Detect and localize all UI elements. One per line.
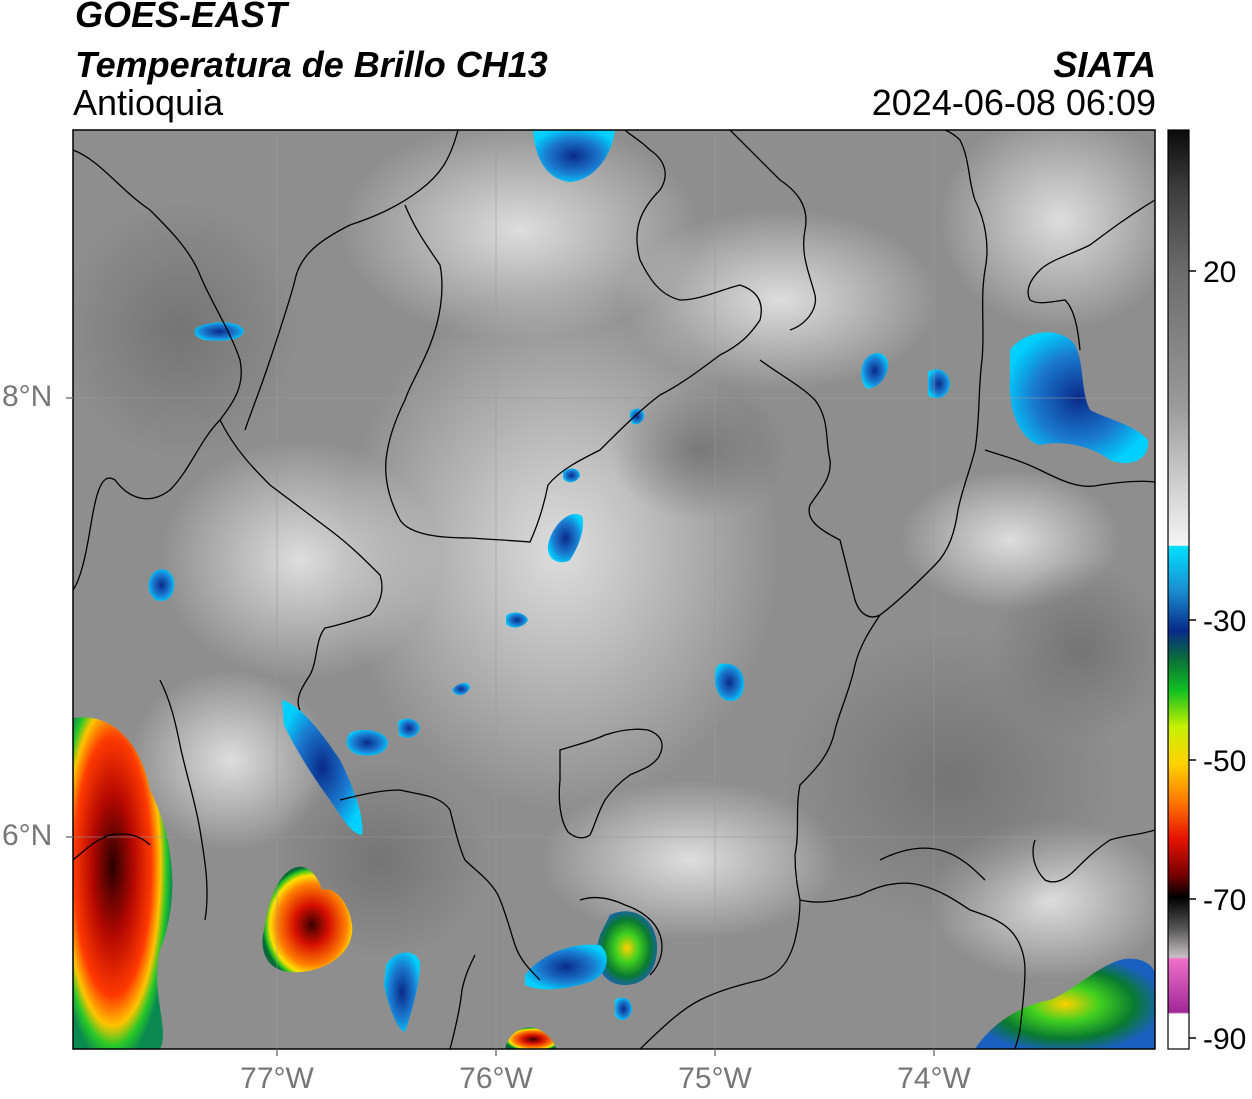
colorbar-ticks	[1189, 270, 1196, 1039]
brightness-temperature-field	[73, 130, 1155, 1049]
lat-label-6n: 6°N	[2, 819, 53, 852]
title-region: Antioquia	[73, 82, 224, 123]
colorbar-label-minus30: -30	[1203, 605, 1247, 638]
map-frame	[72, 129, 1156, 1050]
title-product: Temperatura de Brillo CH13	[75, 44, 548, 85]
colorbar-label-minus50: -50	[1203, 745, 1247, 778]
graticule	[73, 130, 1155, 1049]
lon-label-76w: 76°W	[459, 1062, 533, 1095]
lat-label-8n: 8°N	[2, 380, 53, 413]
colorbar	[1167, 129, 1190, 1050]
lon-label-77w: 77°W	[240, 1062, 314, 1095]
title-satellite: GOES-EAST	[75, 0, 288, 35]
colorbar-label-minus90: -90	[1203, 1023, 1247, 1056]
source-label: SIATA	[1053, 44, 1156, 85]
lat-tick-marks	[66, 397, 73, 838]
boundary-lines	[73, 130, 1155, 1049]
lon-tick-marks	[276, 1049, 935, 1056]
lon-label-74w: 74°W	[897, 1062, 971, 1095]
datetime-label: 2024-06-08 06:09	[871, 82, 1156, 123]
lon-label-75w: 75°W	[678, 1062, 752, 1095]
colorbar-label-minus70: -70	[1203, 884, 1247, 917]
colorbar-label-20: 20	[1203, 256, 1237, 289]
